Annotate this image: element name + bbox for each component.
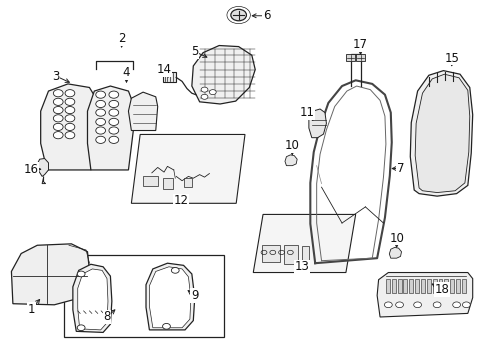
Bar: [346, 54, 354, 61]
Circle shape: [96, 91, 105, 98]
Circle shape: [384, 302, 391, 308]
Bar: [449, 279, 453, 293]
Circle shape: [452, 302, 460, 308]
Circle shape: [230, 9, 246, 21]
Bar: [426, 279, 430, 293]
Circle shape: [462, 302, 469, 308]
Circle shape: [53, 107, 63, 114]
Circle shape: [109, 127, 119, 134]
Polygon shape: [131, 134, 244, 203]
Text: 8: 8: [103, 310, 110, 324]
Circle shape: [432, 302, 440, 308]
Bar: [183, 178, 192, 187]
Polygon shape: [253, 215, 355, 273]
Circle shape: [77, 271, 85, 277]
Circle shape: [96, 100, 105, 108]
Circle shape: [109, 109, 119, 116]
Circle shape: [96, 136, 105, 143]
Text: 10: 10: [388, 231, 403, 244]
Circle shape: [201, 87, 207, 92]
Circle shape: [96, 109, 105, 116]
Bar: [444, 279, 447, 293]
Circle shape: [53, 115, 63, 122]
Text: 11: 11: [299, 106, 314, 119]
Polygon shape: [414, 74, 469, 193]
Circle shape: [53, 123, 63, 131]
Circle shape: [413, 302, 421, 308]
Circle shape: [53, 132, 63, 139]
Circle shape: [171, 267, 179, 273]
Bar: [64, 255, 224, 337]
Circle shape: [96, 127, 105, 134]
Circle shape: [109, 118, 119, 126]
Bar: [432, 279, 436, 293]
Circle shape: [53, 90, 63, 97]
Text: 1: 1: [28, 303, 35, 316]
Text: 13: 13: [294, 260, 309, 273]
Polygon shape: [87, 86, 133, 170]
Bar: [162, 72, 176, 82]
Bar: [385, 279, 389, 293]
Bar: [143, 176, 158, 186]
Text: 6: 6: [262, 9, 270, 22]
Bar: [284, 244, 298, 264]
Circle shape: [162, 323, 170, 329]
Polygon shape: [285, 155, 297, 166]
Bar: [391, 279, 395, 293]
Polygon shape: [409, 71, 472, 196]
Polygon shape: [191, 45, 255, 104]
Circle shape: [109, 136, 119, 143]
Text: 7: 7: [396, 162, 404, 175]
Text: 15: 15: [444, 51, 458, 64]
Circle shape: [77, 325, 85, 330]
Text: 2: 2: [118, 32, 125, 45]
Text: 4: 4: [122, 66, 130, 79]
Text: 18: 18: [434, 283, 448, 296]
Text: 17: 17: [352, 38, 367, 51]
Polygon shape: [128, 92, 158, 131]
Polygon shape: [73, 264, 112, 332]
Text: 14: 14: [156, 63, 171, 76]
Circle shape: [65, 132, 75, 139]
Circle shape: [53, 98, 63, 105]
Bar: [403, 279, 407, 293]
Text: 5: 5: [191, 45, 198, 58]
Polygon shape: [388, 247, 401, 258]
Bar: [461, 279, 465, 293]
Text: 12: 12: [173, 194, 188, 207]
Polygon shape: [11, 244, 89, 305]
Circle shape: [201, 94, 207, 99]
Circle shape: [65, 115, 75, 122]
Circle shape: [109, 91, 119, 98]
Text: 9: 9: [191, 289, 198, 302]
Polygon shape: [308, 109, 326, 138]
Bar: [355, 54, 364, 61]
Polygon shape: [41, 84, 97, 170]
Bar: [455, 279, 459, 293]
Bar: [420, 279, 424, 293]
Bar: [438, 279, 442, 293]
Circle shape: [65, 90, 75, 97]
Polygon shape: [376, 273, 472, 317]
Circle shape: [395, 302, 403, 308]
Bar: [408, 279, 412, 293]
Text: 3: 3: [52, 69, 60, 82]
Polygon shape: [78, 269, 108, 330]
Bar: [162, 178, 173, 189]
Bar: [397, 279, 401, 293]
Polygon shape: [146, 263, 194, 330]
Circle shape: [109, 100, 119, 108]
Circle shape: [96, 118, 105, 126]
Circle shape: [65, 107, 75, 114]
Polygon shape: [37, 158, 48, 176]
Bar: [261, 244, 280, 262]
Bar: [302, 246, 309, 262]
Text: 10: 10: [285, 139, 299, 152]
Bar: [414, 279, 418, 293]
Circle shape: [65, 123, 75, 131]
Text: 16: 16: [23, 163, 39, 176]
Circle shape: [65, 98, 75, 105]
Circle shape: [209, 90, 216, 95]
Polygon shape: [149, 267, 190, 328]
